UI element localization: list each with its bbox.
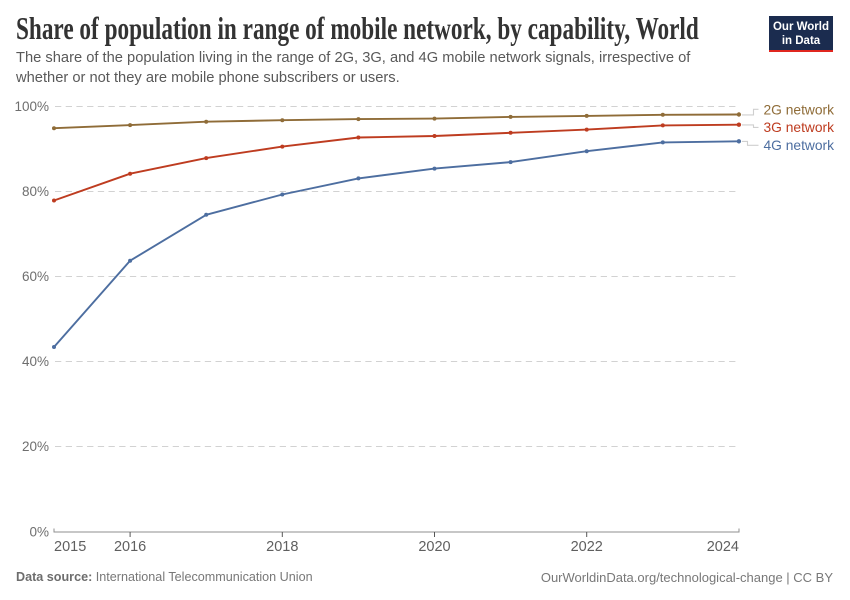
svg-text:100%: 100% (14, 99, 49, 114)
svg-text:4G network: 4G network (764, 138, 835, 153)
svg-text:40%: 40% (22, 354, 49, 369)
svg-text:0%: 0% (29, 525, 49, 540)
svg-text:80%: 80% (22, 184, 49, 199)
svg-text:2018: 2018 (266, 539, 298, 555)
svg-text:2022: 2022 (571, 539, 603, 555)
svg-text:20%: 20% (22, 439, 49, 454)
svg-text:2015: 2015 (54, 539, 86, 555)
svg-text:2G network: 2G network (764, 103, 835, 118)
svg-text:2024: 2024 (707, 539, 739, 555)
svg-text:3G network: 3G network (764, 120, 835, 135)
svg-text:2020: 2020 (418, 539, 450, 555)
svg-text:2016: 2016 (114, 539, 146, 555)
svg-text:60%: 60% (22, 269, 49, 284)
